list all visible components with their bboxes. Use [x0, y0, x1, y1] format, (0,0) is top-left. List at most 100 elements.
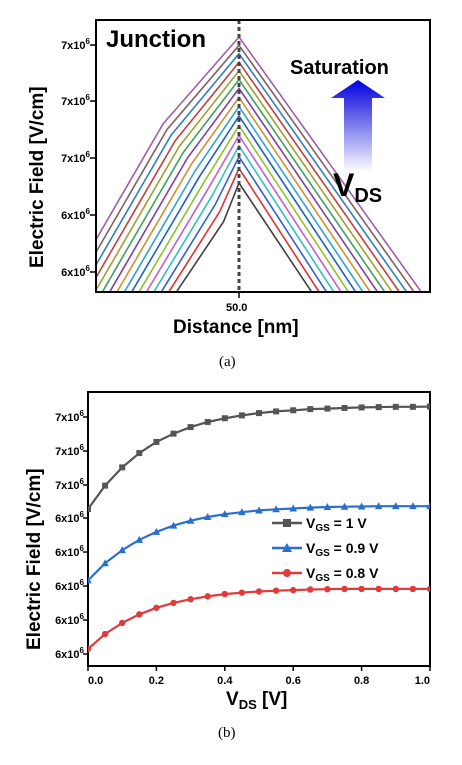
point-vgs-0-9	[340, 502, 349, 510]
point-vgs-0-8	[88, 645, 92, 653]
point-vgs-0-8	[101, 630, 109, 638]
point-vgs-0-9	[135, 535, 144, 543]
x-axis-label-b: VDS [V]	[226, 689, 287, 712]
field-profile-line	[96, 44, 416, 292]
panel-a: 7x106 7x106 7x106 6x106 6x106 50.0 Distance …	[27, 19, 431, 370]
field-profile-line	[167, 166, 321, 292]
legend-label-vgs-0-9: VGS = 0.9 V	[306, 540, 379, 559]
y-tick-label-b: 7x106	[55, 477, 84, 492]
panel-b: 7x106 7x106 7x106 6x106 6x106 6x106 6x106 6x106…	[24, 391, 431, 741]
legend-item-vgs-0-8: VGS = 0.8 V	[272, 565, 379, 584]
point-vgs-1	[358, 404, 365, 411]
point-vgs-0-8	[392, 585, 399, 593]
point-vgs-0-8	[358, 585, 365, 593]
field-profile-line	[145, 133, 343, 292]
y-tick-label-a: 7x106	[61, 150, 90, 165]
x-axis-label-a: Distance [nm]	[173, 317, 299, 338]
point-vgs-1	[102, 482, 109, 489]
point-vgs-0-8	[153, 604, 160, 611]
point-vgs-0-8	[409, 585, 417, 593]
field-profile-line	[108, 87, 379, 292]
vgs-series	[88, 403, 430, 653]
point-vgs-0-8	[238, 589, 246, 596]
point-vgs-0-8	[255, 588, 263, 595]
plot-frame-a	[95, 19, 431, 293]
y-tick-label-a: 6x106	[61, 264, 90, 279]
legend-item-vgs-1: VGS = 1 V	[272, 515, 367, 534]
y-tick-label-b: 6x106	[55, 578, 84, 593]
point-vgs-0-8	[375, 585, 382, 593]
point-vgs-0-8	[341, 585, 348, 593]
field-profile-line	[152, 144, 335, 292]
increase-arrow	[331, 80, 385, 172]
field-profile-line	[116, 95, 372, 292]
field-profile-line	[96, 69, 394, 292]
point-vgs-0-8	[221, 590, 228, 598]
point-vgs-1	[119, 464, 126, 471]
point-vgs-0-9	[323, 503, 332, 511]
point-vgs-0-8	[290, 586, 297, 594]
x-tick-label-b: 0.2	[149, 675, 164, 687]
point-vgs-1	[221, 415, 228, 422]
point-vgs-0-9	[289, 504, 297, 512]
point-vgs-0-8	[204, 593, 211, 600]
point-vgs-0-8	[136, 611, 143, 618]
y-tick-label-b: 7x106	[55, 409, 84, 424]
point-vgs-0-8	[272, 587, 280, 594]
point-vgs-1	[204, 418, 211, 425]
point-vgs-0-9	[272, 505, 280, 513]
y-tick-label-b: 7x106	[55, 443, 84, 458]
field-profile-lines	[96, 35, 423, 292]
legend-label-vgs-1: VGS = 1 V	[306, 515, 367, 534]
caption-a: (a)	[219, 354, 236, 370]
y-tick-label-b: 6x106	[55, 646, 84, 661]
junction-label: Junction	[106, 26, 206, 53]
y-tick-label-a: 7x106	[61, 37, 90, 52]
point-vgs-1	[238, 412, 245, 419]
legend-marker-square	[283, 519, 291, 527]
point-vgs-0-9	[101, 559, 109, 567]
y-axis-label-b: Electric Field [V/cm]	[24, 468, 45, 650]
point-vgs-0-8	[170, 599, 177, 607]
x-tick-label-b: 0.6	[286, 675, 301, 687]
legend-marker-triangle	[282, 543, 292, 552]
x-tick-label-b: 0.8	[354, 675, 369, 687]
point-vgs-1	[273, 408, 280, 415]
point-vgs-0-8	[307, 586, 314, 593]
point-vgs-0-9	[152, 527, 161, 535]
plot-frame-b	[87, 391, 431, 667]
field-profile-line	[160, 155, 328, 292]
y-tick-label-a: 6x106	[61, 207, 90, 222]
point-vgs-0-9	[186, 516, 195, 524]
y-tick-label-b: 6x106	[55, 510, 84, 525]
point-vgs-0-9	[357, 502, 366, 510]
point-vgs-1	[427, 403, 430, 410]
point-vgs-0-9	[238, 508, 246, 516]
series-line-vgs-0-8	[88, 587, 430, 650]
legend-marker-circle	[283, 569, 291, 577]
field-profile-line	[96, 52, 408, 292]
point-vgs-1	[409, 403, 416, 410]
series-line-vgs-1	[88, 405, 430, 510]
point-vgs-0-9	[426, 502, 430, 510]
point-vgs-1	[290, 407, 297, 414]
point-vgs-1	[256, 410, 262, 417]
point-vgs-0-8	[119, 619, 126, 627]
point-vgs-0-9	[374, 502, 383, 510]
y-axis-ticks-a: 7x106 7x106 7x106 6x106 6x106	[61, 37, 96, 279]
field-profile-line	[123, 105, 364, 292]
saturation-label: Saturation	[290, 57, 389, 79]
field-profile-line	[138, 124, 350, 292]
point-vgs-0-9	[118, 546, 126, 554]
field-profile-line	[130, 114, 357, 292]
field-profile-line	[96, 60, 401, 292]
x-tick-label-b: 0.0	[88, 675, 103, 687]
point-vgs-0-9	[221, 510, 229, 518]
x-axis-ticks-b: 0.0 0.2 0.4 0.6 0.8 1.0	[87, 666, 431, 687]
point-vgs-0-9	[255, 506, 263, 514]
series-line-vgs-0-9	[88, 505, 430, 582]
point-vgs-1	[88, 506, 91, 513]
legend-item-vgs-0-9: VGS = 0.9 V	[272, 540, 379, 559]
caption-b: (b)	[218, 725, 236, 741]
